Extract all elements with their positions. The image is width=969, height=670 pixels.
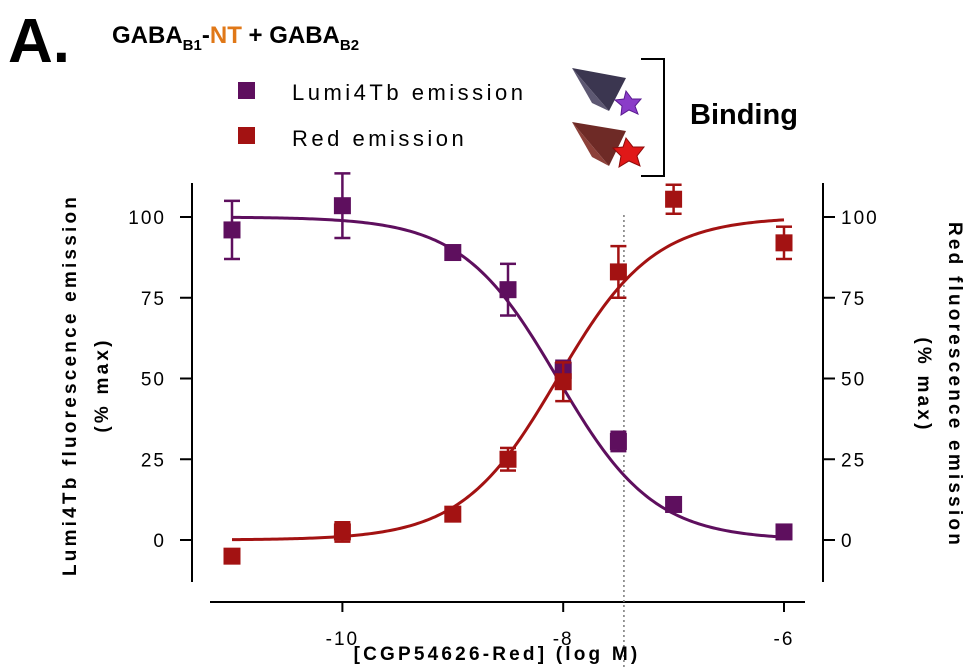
data-point-0 xyxy=(609,432,627,450)
axes xyxy=(191,183,824,603)
y-axis-right-unit: (% max) xyxy=(913,337,934,432)
legend-label-lumi: Lumi4Tb emission xyxy=(292,80,527,105)
title-nt: NT xyxy=(210,22,242,49)
data-point-1 xyxy=(333,523,351,541)
y-tick-label-right: 0 xyxy=(841,531,854,552)
data-point-1 xyxy=(499,450,517,468)
y-tick-label-right: 100 xyxy=(841,208,879,229)
x-axis-label: [CGP54626-Red] (log M) xyxy=(354,644,641,665)
legend-swatch-red xyxy=(238,127,255,144)
data-point-0 xyxy=(775,523,793,541)
panel-label: A. xyxy=(8,7,70,76)
binding-label: Binding xyxy=(690,99,798,131)
y-tick-label-right: 75 xyxy=(841,289,866,310)
legend: Lumi4Tb emission Red emission xyxy=(238,80,527,151)
title-sub-1: B1 xyxy=(183,37,202,54)
data-point-0 xyxy=(333,197,351,215)
data-point-1 xyxy=(609,263,627,281)
legend-label-red: Red emission xyxy=(292,126,467,151)
red-acceptor-receptor-icon xyxy=(572,122,646,168)
legend-swatch-lumi xyxy=(238,82,255,99)
x-ticks: -10 -8 -6 xyxy=(326,602,795,650)
data-point-0 xyxy=(665,495,683,513)
x-tick-label: -6 xyxy=(774,629,795,650)
y-axis-right-label: Red fluorescence emission xyxy=(944,222,965,548)
y-tick-label-left: 0 xyxy=(153,531,166,552)
y-tick-label-left: 50 xyxy=(141,370,166,391)
data-point-1 xyxy=(775,234,793,252)
title-part-2: - xyxy=(202,22,210,49)
data-point-1 xyxy=(223,547,241,565)
x-tick-label: -8 xyxy=(553,629,574,650)
x-tick-label: -10 xyxy=(326,629,359,650)
data-point-0 xyxy=(223,221,241,239)
y-tick-label-left: 100 xyxy=(128,208,166,229)
data-point-1 xyxy=(665,190,683,208)
title-part-1: GABA xyxy=(112,22,183,49)
title-sub-2: B2 xyxy=(340,37,359,54)
data-marks xyxy=(223,172,793,565)
y-ticks-left: 0 25 50 75 100 xyxy=(128,208,192,552)
data-point-1 xyxy=(554,373,572,391)
chart-title: GABAB1-NT + GABAB2 xyxy=(112,22,359,54)
lumi4tb-receptor-icon xyxy=(572,68,643,116)
y-tick-label-right: 50 xyxy=(841,370,866,391)
data-point-0 xyxy=(499,281,517,299)
data-point-0 xyxy=(444,244,462,262)
y-tick-label-right: 25 xyxy=(841,450,866,471)
y-tick-label-left: 25 xyxy=(141,450,166,471)
title-part-4: + GABA xyxy=(242,22,340,49)
y-axis-left-label: Lumi4Tb fluorescence emission xyxy=(60,194,81,576)
binding-bracket xyxy=(641,58,665,177)
y-axis-left-unit: (% max) xyxy=(92,337,113,432)
data-point-1 xyxy=(444,505,462,523)
y-tick-label-left: 75 xyxy=(141,289,166,310)
y-ticks-right: 0 25 50 75 100 xyxy=(823,208,879,552)
